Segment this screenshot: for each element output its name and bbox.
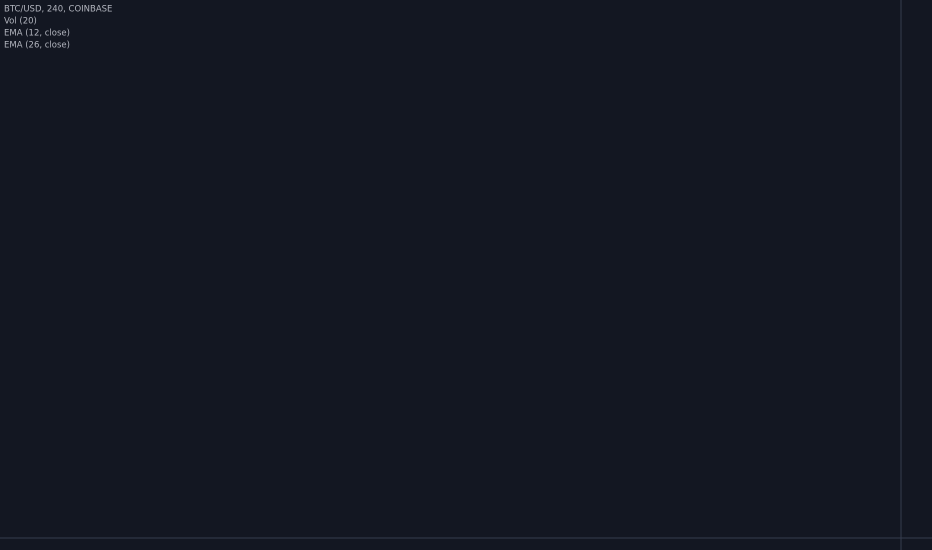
symbol-title: BTC/USD, 240, COINBASE [4,5,112,15]
legend-ema: EMA (12, close) [4,29,70,39]
legend-volume: Vol (20) [4,17,37,27]
legend-ema: EMA (26, close) [4,41,70,51]
